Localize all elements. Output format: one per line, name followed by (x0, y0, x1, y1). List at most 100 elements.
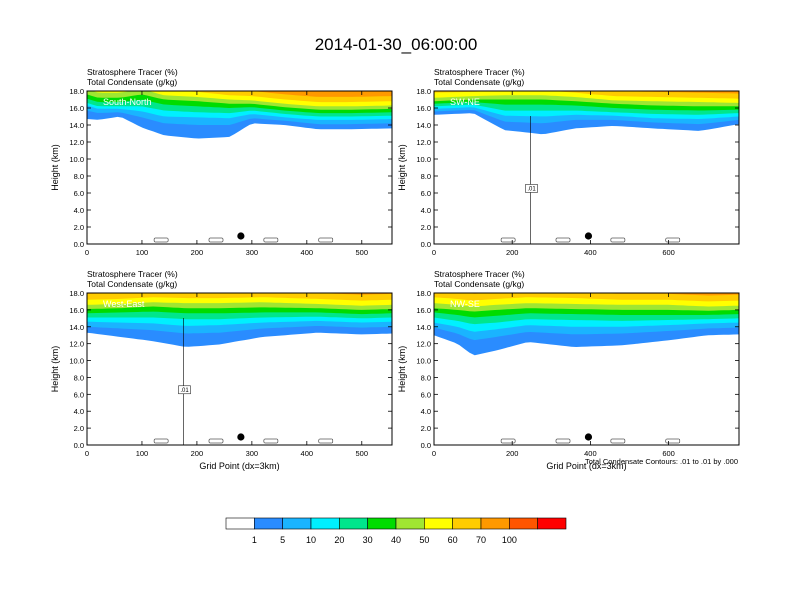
y-tick-label: 18.0 (416, 87, 431, 96)
y-tick-label: 4.0 (421, 407, 431, 416)
contour-label: .01 (180, 388, 189, 394)
contour-footnote: Total Condensate Contours: .01 to .01 by… (585, 457, 738, 466)
x-tick-label: 600 (662, 449, 675, 458)
y-tick-label: 2.0 (74, 223, 84, 232)
y-tick-label: 8.0 (74, 172, 84, 181)
tracer-band-8 (434, 293, 739, 302)
condensate-contours: .01 (500, 116, 681, 244)
y-tick-label: 0.0 (421, 441, 431, 450)
y-tick-label: 0.0 (421, 240, 431, 249)
condensate-contours (500, 438, 681, 444)
y-tick-label: 4.0 (74, 407, 84, 416)
y-tick-label: 4.0 (421, 206, 431, 215)
panels-group: Stratosphere Tracer (%)Total Condensate … (50, 67, 740, 471)
x-tick-label: 0 (85, 248, 89, 257)
x-tick-label: 300 (246, 248, 259, 257)
tracer-band-8 (87, 293, 392, 301)
panel-title-line1: Stratosphere Tracer (%) (434, 67, 525, 77)
condensate-contours (153, 237, 334, 243)
tracer-field (434, 91, 739, 244)
y-tick-label: 6.0 (74, 390, 84, 399)
x-tick-label: 500 (356, 449, 369, 458)
colorbar-label: 10 (306, 535, 316, 545)
x-axis-label: Grid Point (dx=3km) (546, 461, 626, 471)
tracer-field (434, 293, 739, 445)
y-axis-label: Height (km) (50, 346, 60, 393)
tracer-band-9 (434, 293, 739, 296)
colorbar-label: 1 (252, 535, 257, 545)
y-tick-label: 0.0 (74, 240, 84, 249)
colorbar-swatch (509, 517, 538, 530)
x-axis-label: Grid Point (dx=3km) (199, 461, 279, 471)
y-tick-label: 6.0 (74, 189, 84, 198)
colorbar-swatch (254, 517, 283, 530)
panel-title-line2: Total Condensate (g/kg) (434, 279, 524, 289)
location-marker (237, 232, 245, 240)
y-tick-label: 14.0 (69, 121, 84, 130)
colorbar-swatch (282, 517, 312, 530)
x-tick-label: 400 (301, 248, 314, 257)
y-tick-label: 12.0 (69, 138, 84, 147)
panel-4: Stratosphere Tracer (%)Total Condensate … (397, 269, 740, 471)
y-tick-label: 16.0 (69, 104, 84, 113)
plot-frame (86, 292, 393, 446)
plot-frame (433, 90, 740, 245)
colorbar-label: 50 (419, 535, 429, 545)
y-tick-label: 8.0 (74, 373, 84, 382)
colorbar-swatch (537, 517, 567, 530)
x-tick-label: 100 (136, 449, 149, 458)
contour-label-box (525, 184, 538, 193)
panel-title-line1: Stratosphere Tracer (%) (434, 269, 525, 279)
contour-label-box (178, 385, 191, 395)
x-tick-label: 400 (584, 248, 597, 257)
colorbar-label: 40 (391, 535, 401, 545)
y-tick-label: 16.0 (416, 104, 431, 113)
x-tick-label: 0 (85, 449, 89, 458)
y-tick-label: 6.0 (421, 390, 431, 399)
panel-2: Stratosphere Tracer (%)Total Condensate … (397, 67, 740, 257)
y-tick-label: 2.0 (421, 424, 431, 433)
y-tick-label: 10.0 (416, 357, 431, 366)
y-tick-label: 18.0 (69, 289, 84, 298)
x-tick-label: 500 (356, 248, 369, 257)
x-tick-label: 200 (191, 248, 204, 257)
y-tick-label: 2.0 (74, 424, 84, 433)
y-tick-label: 10.0 (416, 155, 431, 164)
location-marker (584, 433, 593, 441)
colorbar-swatch (452, 517, 482, 530)
tracer-band-9 (87, 91, 392, 97)
panel-title-line1: Stratosphere Tracer (%) (87, 269, 178, 279)
x-tick-label: 200 (506, 248, 519, 257)
y-tick-label: 16.0 (416, 306, 431, 315)
location-marker (237, 433, 245, 441)
panel-direction-label: South-North (103, 97, 152, 107)
panel-title-line1: Stratosphere Tracer (%) (87, 67, 178, 77)
panel-title-line2: Total Condensate (g/kg) (87, 77, 177, 87)
tracer-band-8 (434, 91, 739, 99)
y-tick-label: 12.0 (416, 138, 431, 147)
y-tick-label: 4.0 (74, 206, 84, 215)
y-tick-label: 12.0 (69, 340, 84, 349)
x-tick-label: 600 (662, 248, 675, 257)
colorbar-label: 60 (448, 535, 458, 545)
x-tick-label: 0 (432, 248, 436, 257)
colorbar-swatch (424, 517, 453, 530)
panel-title-line2: Total Condensate (g/kg) (434, 77, 524, 87)
panel-1: Stratosphere Tracer (%)Total Condensate … (50, 67, 393, 257)
tracer-field (87, 91, 392, 244)
y-tick-label: 8.0 (421, 172, 431, 181)
x-tick-label: 200 (506, 449, 519, 458)
panel-title-line2: Total Condensate (g/kg) (87, 279, 177, 289)
colorbar-label: 20 (334, 535, 344, 545)
y-tick-label: 16.0 (69, 306, 84, 315)
y-tick-label: 14.0 (69, 323, 84, 332)
colorbar-label: 70 (476, 535, 486, 545)
plot-frame (433, 292, 740, 446)
figure-title: 2014-01-30_06:00:00 (315, 35, 478, 54)
y-axis-label: Height (km) (397, 144, 407, 191)
y-tick-label: 12.0 (416, 340, 431, 349)
y-tick-label: 2.0 (421, 223, 431, 232)
contour-label: .01 (527, 186, 536, 192)
tracer-field (87, 293, 392, 445)
